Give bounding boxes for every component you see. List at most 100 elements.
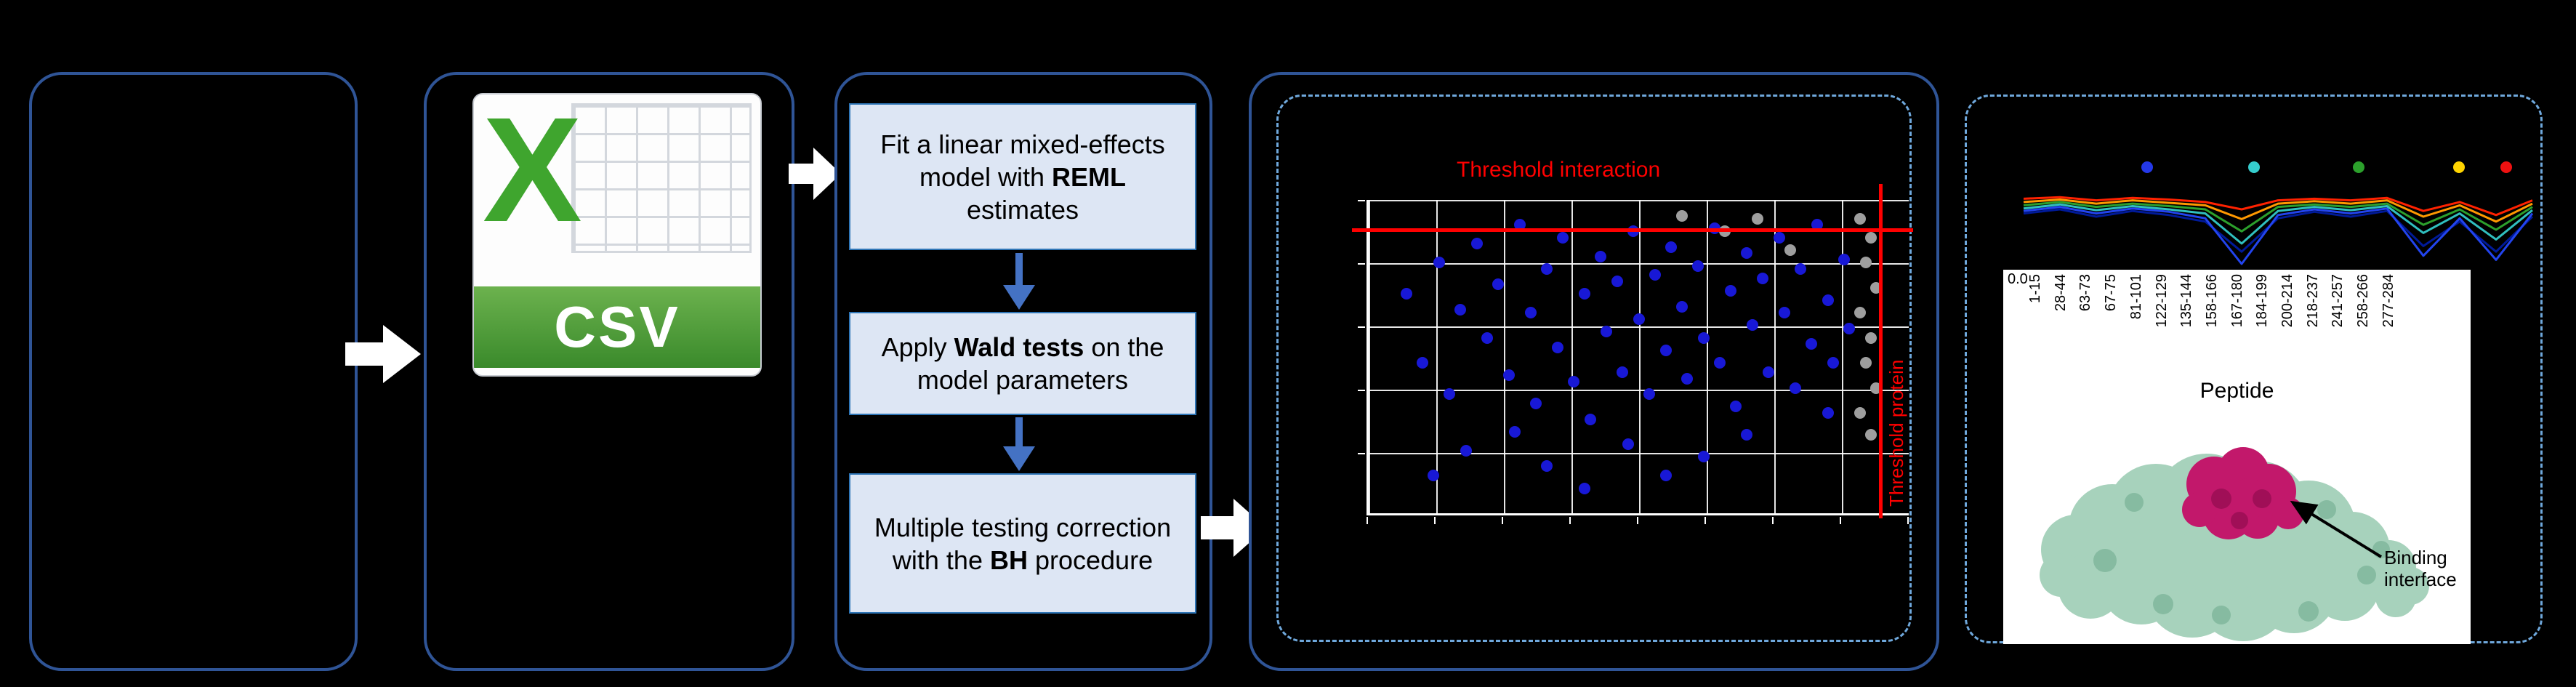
step-text-after: procedure <box>1027 545 1154 575</box>
binding-interface-label: Binding interface <box>2384 547 2457 590</box>
scatter-point <box>1659 470 1672 482</box>
condition-dot <box>2353 161 2364 173</box>
scatter-point <box>1730 401 1742 413</box>
y-axis-tick: 0.0 <box>2008 271 2028 287</box>
scatter-point <box>1460 444 1472 457</box>
peptide-tick-label: 277-284 <box>2380 274 2396 328</box>
scatter-point <box>1584 413 1596 425</box>
step-text-bold: BH <box>989 545 1028 575</box>
step-text: Apply Wald tests on the model parameters <box>862 331 1183 396</box>
volcano-x-ticks <box>1367 517 1909 524</box>
down-arrow-icon <box>1003 417 1035 471</box>
excel-x-logo: X <box>483 93 582 253</box>
scatter-point <box>1675 209 1688 222</box>
scatter-point <box>1854 407 1867 419</box>
step-text: Fit a linear mixed-effects model with RE… <box>862 128 1183 226</box>
scatter-point <box>1643 388 1656 401</box>
threshold-protein-line <box>1879 184 1883 518</box>
peptide-tick-label: 135-144 <box>2178 274 2195 328</box>
binding-region-shading <box>2211 489 2271 529</box>
scatter-point <box>1433 257 1445 269</box>
uptake-series-cyan <box>2023 203 2533 245</box>
scatter-point <box>1611 276 1623 288</box>
peptide-tick-label: 218-237 <box>2304 274 2321 328</box>
peptide-tick-label: 1-15 <box>2027 274 2043 304</box>
scatter-point <box>1854 212 1867 225</box>
uptake-series-red <box>2023 196 2533 217</box>
scatter-point <box>1864 332 1877 344</box>
peptide-tick-labels: 1-15 28-44 63-73 67-75 81-101 122-129 135-144 1… <box>2003 270 2471 379</box>
scatter-point <box>1692 260 1704 272</box>
scatter-point <box>1724 284 1736 297</box>
flow-arrow-icon <box>789 148 841 200</box>
scatter-point <box>1681 372 1694 385</box>
scatter-point <box>1541 262 1553 275</box>
condition-dot <box>2500 161 2512 173</box>
csv-page: X CSV <box>472 93 762 377</box>
scatter-point <box>1530 398 1542 410</box>
scatter-point <box>1713 357 1726 369</box>
scatter-point <box>1557 231 1569 244</box>
peptide-tick-label: 81-101 <box>2128 274 2144 320</box>
scatter-point <box>1827 357 1839 369</box>
scatter-point <box>1806 338 1818 350</box>
spreadsheet-grid <box>571 103 752 254</box>
peptide-tick-label: 258-266 <box>2355 274 2372 328</box>
uptake-series-orange <box>2023 198 2533 223</box>
scatter-point <box>1859 257 1872 269</box>
uptake-panel: 0.0 1-15 28-44 63-73 67-75 81-101 122-129 135-… <box>2003 270 2471 644</box>
scatter-point <box>1428 470 1440 482</box>
step-text-after: on the model parameters <box>917 332 1164 395</box>
volcano-plot-area <box>1367 200 1909 515</box>
scatter-point <box>1741 429 1753 441</box>
csv-ribbon: CSV <box>474 286 760 368</box>
peptide-tick-label: 28-44 <box>2052 274 2069 312</box>
step-text-before: Apply <box>881 332 954 362</box>
annotation-arrow-icon <box>2290 500 2383 558</box>
threshold-protein-label: Threshold protein <box>1885 359 1907 507</box>
threshold-interaction-label: Threshold interaction <box>1457 158 1661 182</box>
threshold-interaction-line <box>1352 228 1913 232</box>
scatter-point <box>1697 332 1710 344</box>
step-text-after: estimates <box>966 194 1079 225</box>
scatter-point <box>1697 451 1710 463</box>
peptide-tick-label: 241-257 <box>2330 274 2346 328</box>
step-text-bold: Wald tests <box>954 332 1084 362</box>
scatter-point <box>1822 407 1834 419</box>
scatter-point <box>1492 278 1505 291</box>
step-reml: Fit a linear mixed-effects model with RE… <box>849 103 1196 250</box>
scatter-point <box>1762 366 1774 379</box>
scatter-point <box>1401 288 1412 300</box>
scatter-point <box>1514 219 1526 231</box>
peptide-tick-label: 158-166 <box>2203 274 2220 328</box>
uptake-series-blue <box>2023 206 2534 265</box>
scatter-point <box>1784 244 1796 256</box>
scatter-point <box>1746 319 1758 332</box>
scatter-point <box>1757 272 1769 284</box>
step-text-before: Multiple testing correction with the <box>874 512 1172 575</box>
scatter-point <box>1417 357 1429 369</box>
step-text-before: Fit a linear mixed-effects model with <box>880 129 1165 192</box>
panel-results: 0.0 1-15 28-44 63-73 67-75 81-101 122-129 135-… <box>1965 95 2543 644</box>
scatter-point <box>1508 425 1521 438</box>
peptide-tick-label: 200-214 <box>2279 274 2295 328</box>
uptake-series-green <box>2023 201 2533 233</box>
scatter-point <box>1838 253 1850 265</box>
csv-file-icon: X CSV <box>472 93 762 377</box>
peptide-tick-label: 67-75 <box>2103 274 2120 312</box>
scatter-point <box>1859 357 1872 369</box>
scatter-point <box>1454 303 1467 316</box>
scatter-point <box>1622 438 1634 451</box>
step-wald: Apply Wald tests on the model parameters <box>849 312 1196 415</box>
scatter-point <box>1524 307 1537 319</box>
scatter-point <box>1659 344 1672 356</box>
peptide-tick-label: 122-129 <box>2153 274 2170 328</box>
condition-dot <box>2453 161 2465 173</box>
peptide-tick-label: 63-73 <box>2077 274 2094 312</box>
protein-structure <box>2040 447 2429 641</box>
scatter-point <box>1568 375 1580 387</box>
scatter-point <box>1552 341 1564 353</box>
scatter-point <box>1779 307 1791 319</box>
scatter-point <box>1481 332 1494 344</box>
